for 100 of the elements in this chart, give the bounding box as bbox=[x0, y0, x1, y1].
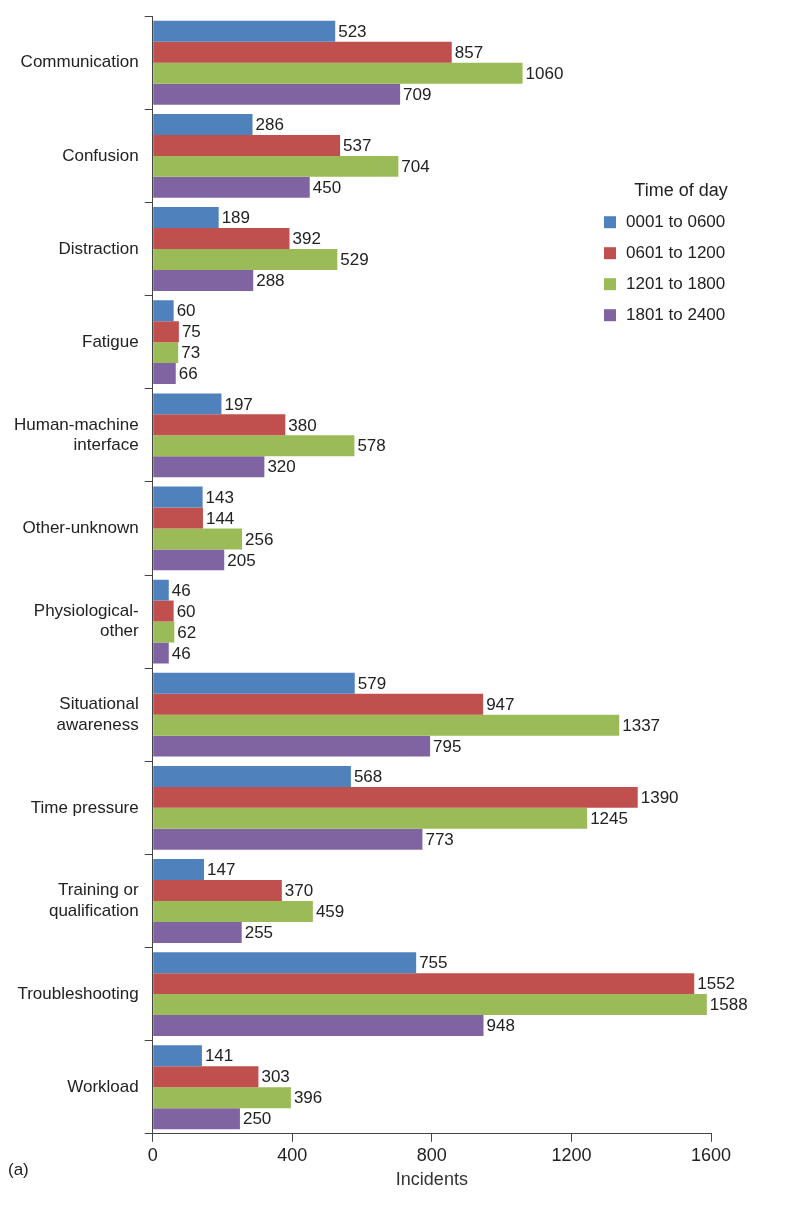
y-tick-label: Training or qualification bbox=[48, 880, 140, 920]
x-tick-label: 400 bbox=[277, 1144, 308, 1165]
data-label: 578 bbox=[357, 436, 386, 456]
bar bbox=[153, 973, 695, 995]
bar bbox=[153, 528, 243, 550]
bar bbox=[153, 765, 351, 787]
bar bbox=[153, 228, 290, 250]
bar bbox=[153, 300, 174, 322]
bar bbox=[153, 952, 417, 974]
bar bbox=[153, 20, 336, 42]
y-tick-label: Communication bbox=[20, 52, 139, 72]
bar bbox=[153, 269, 254, 291]
data-label: 523 bbox=[338, 22, 367, 42]
data-label: 46 bbox=[171, 643, 191, 663]
legend-label: 0601 to 1200 bbox=[626, 242, 726, 262]
bar bbox=[153, 828, 423, 850]
bar bbox=[153, 880, 282, 901]
y-tick-label: Human-machine interface bbox=[13, 414, 139, 455]
bar bbox=[153, 621, 175, 643]
y-tick-label: Other-unknown bbox=[22, 518, 139, 538]
bar bbox=[153, 321, 179, 343]
x-tick-label: 0 bbox=[147, 1144, 158, 1165]
bar bbox=[153, 507, 203, 529]
y-tick-label: Workload bbox=[67, 1076, 139, 1096]
bar bbox=[153, 735, 431, 757]
data-label: 380 bbox=[288, 415, 317, 435]
data-label: 370 bbox=[284, 881, 314, 901]
bar bbox=[153, 83, 401, 105]
data-label: 568 bbox=[353, 767, 383, 787]
data-label: 529 bbox=[340, 250, 369, 270]
bar bbox=[153, 393, 222, 415]
bar bbox=[153, 693, 484, 715]
data-label: 795 bbox=[433, 736, 462, 756]
bar bbox=[153, 435, 355, 457]
bar bbox=[153, 672, 355, 694]
y-tick-label: Physiological-other bbox=[33, 601, 140, 641]
data-label: 303 bbox=[261, 1067, 290, 1087]
legend-label: 1801 to 2400 bbox=[626, 304, 726, 324]
data-label: 75 bbox=[181, 322, 201, 342]
bar bbox=[153, 486, 203, 508]
data-label: 143 bbox=[205, 487, 234, 507]
data-label: 288 bbox=[256, 271, 285, 291]
bar bbox=[153, 579, 169, 601]
bar bbox=[153, 1108, 240, 1130]
bar bbox=[153, 600, 174, 622]
data-label: 1060 bbox=[525, 63, 564, 83]
y-tick-label: Time pressure bbox=[30, 797, 139, 817]
data-label: 1390 bbox=[640, 788, 679, 808]
data-label: 189 bbox=[221, 208, 251, 228]
bar bbox=[153, 363, 176, 385]
y-tick-label: Confusion bbox=[62, 145, 139, 165]
data-label: 459 bbox=[315, 902, 345, 922]
data-label: 60 bbox=[176, 301, 196, 321]
data-label: 857 bbox=[454, 42, 484, 62]
x-tick-label: 1200 bbox=[551, 1144, 592, 1165]
x-tick-label: 800 bbox=[416, 1144, 447, 1165]
bar bbox=[153, 41, 452, 63]
y-tick-label: Troubleshooting bbox=[17, 983, 139, 1003]
text: (a) bbox=[8, 1160, 29, 1179]
data-label: 286 bbox=[255, 115, 284, 135]
data-label: 1552 bbox=[697, 974, 736, 994]
data-label: 62 bbox=[177, 622, 197, 642]
data-label: 1588 bbox=[709, 995, 748, 1015]
bar bbox=[153, 714, 620, 736]
bar bbox=[153, 207, 219, 229]
bar bbox=[153, 1015, 484, 1037]
bar bbox=[153, 786, 638, 808]
data-label: 704 bbox=[401, 157, 430, 177]
bar bbox=[153, 176, 310, 198]
bar bbox=[153, 62, 523, 84]
data-label: 709 bbox=[403, 84, 432, 104]
y-tick-label: Distraction bbox=[58, 238, 139, 258]
data-label: 755 bbox=[419, 953, 448, 973]
bar bbox=[153, 642, 169, 664]
data-label: 948 bbox=[486, 1016, 515, 1036]
bar bbox=[153, 249, 338, 270]
bar bbox=[153, 113, 253, 135]
data-label: 46 bbox=[171, 580, 191, 600]
bar bbox=[153, 414, 286, 436]
x-tick-label: 1600 bbox=[690, 1144, 732, 1165]
data-label: 73 bbox=[181, 343, 201, 363]
data-label: 537 bbox=[343, 136, 372, 156]
data-label: 205 bbox=[227, 550, 256, 570]
bar bbox=[153, 1066, 259, 1088]
x-axis-title: Incidents bbox=[395, 1169, 468, 1190]
bar bbox=[153, 900, 313, 922]
data-label: 450 bbox=[312, 178, 342, 198]
data-label: 579 bbox=[357, 673, 387, 693]
bar bbox=[153, 921, 242, 943]
bar bbox=[153, 134, 341, 156]
data-label: 66 bbox=[178, 364, 198, 384]
legend-label: 1201 to 1800 bbox=[626, 273, 726, 293]
y-tick-label: Fatigue bbox=[82, 331, 139, 351]
bar bbox=[153, 859, 205, 881]
data-label: 141 bbox=[204, 1046, 234, 1066]
data-label: 250 bbox=[242, 1109, 272, 1129]
bar bbox=[153, 1045, 202, 1067]
legend-label: 0001 to 0600 bbox=[626, 211, 726, 231]
data-label: 1245 bbox=[590, 809, 628, 828]
bar bbox=[153, 994, 707, 1016]
